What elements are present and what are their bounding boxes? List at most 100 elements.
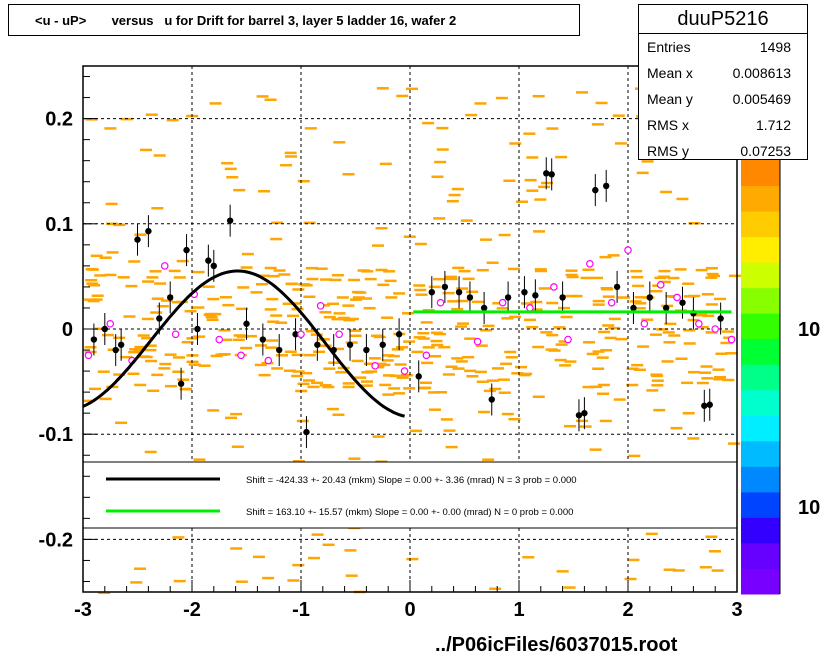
- histogram-cell: [422, 346, 435, 349]
- histogram-cell: [650, 289, 663, 293]
- histogram-cell: [278, 273, 291, 276]
- histogram-cell: [329, 278, 342, 282]
- profile-point: [428, 288, 435, 296]
- histogram-cell: [146, 276, 159, 279]
- profile-point: [303, 428, 310, 436]
- histogram-cell: [205, 315, 218, 319]
- histogram-cell: [342, 382, 355, 385]
- histogram-cell: [464, 369, 477, 373]
- histogram-cell: [711, 569, 724, 572]
- histogram-cell: [113, 336, 126, 340]
- stats-label: RMS y: [647, 143, 689, 159]
- histogram-cell: [674, 268, 687, 271]
- profile-point: [521, 288, 528, 296]
- histogram-cell: [530, 300, 543, 304]
- histogram-cell: [721, 330, 734, 333]
- histogram-cell: [151, 373, 164, 377]
- plot-title: <u - uP> versus u for Drift for barrel 3…: [8, 4, 580, 36]
- histogram-cell: [271, 221, 284, 225]
- open-marker: [436, 298, 445, 307]
- histogram-cell: [657, 275, 670, 278]
- histogram-cell: [434, 160, 447, 164]
- open-markers: [84, 246, 736, 375]
- histogram-cell: [676, 197, 689, 201]
- histogram-cell: [595, 101, 608, 105]
- histogram-cell: [140, 148, 153, 152]
- histogram-cell: [264, 98, 277, 101]
- histogram-cell: [608, 317, 621, 321]
- x-axis: -3 -2 -1 0 1 2 3: [74, 580, 743, 621]
- histogram-cell: [695, 268, 708, 272]
- histogram-cell: [591, 123, 604, 126]
- histogram-cell: [523, 318, 536, 322]
- histogram-cell: [322, 543, 335, 547]
- histogram-cell: [414, 242, 427, 246]
- histogram-cell: [474, 370, 487, 374]
- histogram-cell: [602, 295, 615, 298]
- open-marker: [264, 356, 273, 365]
- histogram-cell: [332, 413, 345, 417]
- histogram-cell: [291, 374, 304, 378]
- histogram-cell: [699, 565, 712, 569]
- histogram-cell: [428, 285, 441, 289]
- histogram-cell: [516, 200, 529, 203]
- histogram-cell: [266, 339, 279, 342]
- histogram-cell: [307, 385, 320, 389]
- histogram-cell: [466, 374, 479, 378]
- histogram-cell: [691, 313, 704, 317]
- open-marker: [526, 304, 534, 312]
- histogram-cell: [607, 254, 620, 257]
- histogram-cell: [456, 287, 469, 290]
- histogram-cell: [457, 322, 470, 325]
- profile-point: [488, 396, 495, 403]
- histogram-cell: [728, 274, 741, 278]
- histogram-cell: [413, 284, 426, 287]
- stats-row-rms-x: RMS x 1.712: [639, 112, 807, 138]
- histogram-cell: [428, 408, 441, 411]
- histogram-cell: [705, 266, 718, 270]
- stats-label: Mean x: [647, 65, 693, 81]
- histogram-cell: [151, 297, 164, 300]
- histogram-cell: [672, 569, 685, 572]
- stats-histogram-name: duuP5216: [639, 5, 807, 34]
- histogram-cell: [504, 350, 517, 354]
- histogram-cell: [433, 217, 446, 220]
- histogram-cell: [207, 409, 220, 412]
- histogram-cell: [85, 118, 98, 121]
- histogram-cell: [264, 266, 277, 270]
- histogram-cell: [164, 384, 177, 388]
- profile-point: [701, 402, 708, 409]
- histogram-cell: [714, 375, 727, 379]
- histogram-cell: [627, 558, 640, 562]
- histogram-cell: [307, 556, 320, 560]
- histogram-cell: [597, 392, 610, 396]
- histogram-cell: [378, 363, 391, 367]
- histogram-cell: [546, 333, 559, 337]
- profile-point: [183, 246, 190, 254]
- histogram-cell: [137, 334, 150, 337]
- histogram-cell: [94, 327, 107, 331]
- histogram-cell: [482, 324, 495, 328]
- histogram-cell: [445, 365, 458, 369]
- histogram-cell: [683, 342, 696, 345]
- histogram-cell: [375, 226, 388, 230]
- histogram-cell: [403, 340, 416, 343]
- histogram-cell: [705, 303, 718, 306]
- profile-point: [292, 331, 299, 338]
- profile-point: [194, 325, 201, 333]
- histogram-cell: [532, 94, 545, 98]
- histogram-cell: [240, 266, 253, 269]
- palette-cell: [741, 313, 780, 340]
- histogram-cell: [181, 340, 194, 344]
- histogram-cell: [634, 302, 647, 305]
- y-tick-label: 0: [62, 319, 73, 341]
- profile-point: [101, 325, 109, 333]
- histogram-cell: [560, 315, 573, 319]
- stats-row-rms-y: RMS y 0.07253: [639, 138, 807, 164]
- palette-cell: [741, 185, 780, 212]
- open-marker: [297, 330, 305, 339]
- histogram-cell: [541, 181, 554, 185]
- histogram-cell: [292, 460, 305, 463]
- histogram-cell: [417, 331, 430, 335]
- profile-point: [603, 182, 610, 190]
